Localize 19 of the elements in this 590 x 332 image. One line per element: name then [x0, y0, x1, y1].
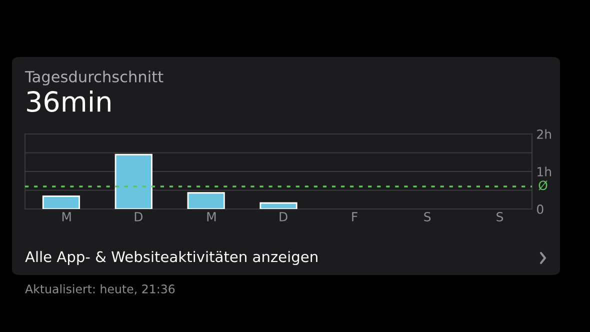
x-tick-label: D	[280, 212, 288, 222]
bar	[187, 192, 225, 209]
x-tick-label: M	[62, 212, 71, 222]
ref-line-label: Ø	[538, 180, 548, 190]
bar	[42, 196, 80, 209]
y-tick-label: 0	[536, 204, 544, 214]
y-tick-label: 2h	[537, 129, 551, 139]
x-tick-label: S	[496, 212, 504, 222]
x-tick-label: S	[424, 212, 431, 222]
bar	[114, 154, 152, 209]
x-tick-label: M	[207, 212, 216, 222]
bar	[260, 202, 298, 209]
text: Alle App- & Websiteaktivitäten anzeigen	[25, 250, 318, 266]
text: Aktualisiert: heute, 21:36	[25, 284, 175, 295]
y-tick-label: 1h	[538, 166, 551, 176]
chart-subtitle: 36min	[27, 90, 110, 112]
x-tick-label: F	[352, 212, 358, 222]
chart-title: Tagesdurchschnitt	[24, 70, 164, 86]
x-tick-label: D	[134, 212, 143, 222]
